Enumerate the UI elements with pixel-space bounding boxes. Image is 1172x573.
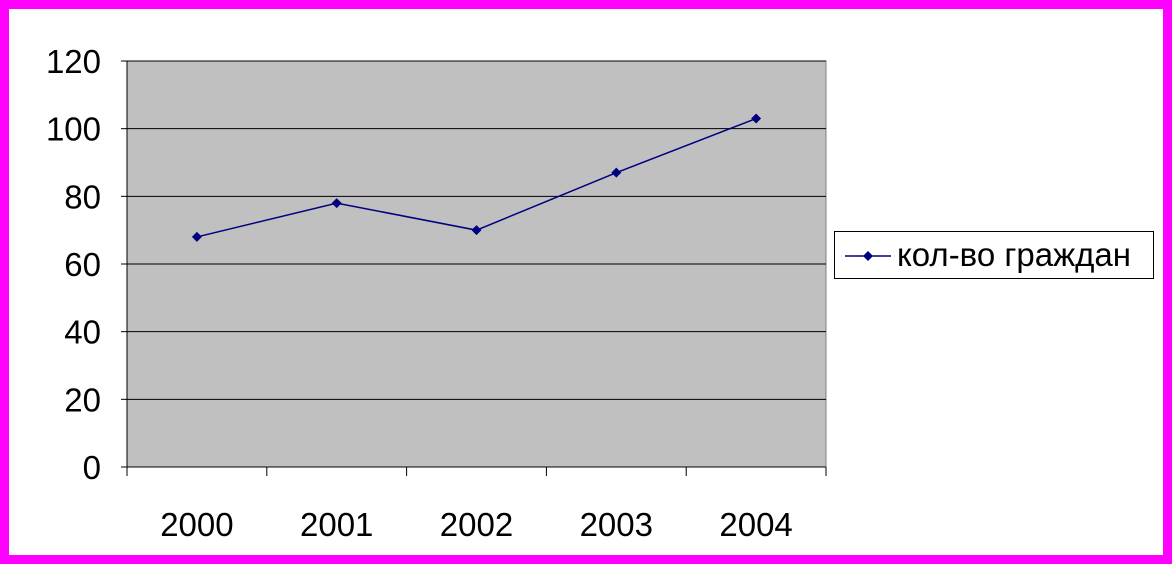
x-tick-label: 2003	[580, 506, 653, 543]
data-point-marker	[191, 231, 202, 242]
line-chart: 0 20 40 60 80 100 120 2000 2001 2002 2003 2004	[46, 43, 827, 543]
y-axis-tick-labels: 0 20 40 60 80 100 120	[46, 43, 101, 486]
y-tick-label: 60	[64, 246, 101, 283]
data-point-marker	[471, 225, 482, 236]
x-tick-label: 2000	[160, 506, 233, 543]
series-group	[191, 113, 762, 242]
y-tick-label: 20	[64, 381, 101, 418]
y-tick-label: 80	[64, 178, 101, 215]
x-tick-label: 2002	[440, 506, 513, 543]
legend-label: кол-во граждан	[897, 236, 1132, 273]
x-axis-tick-labels: 2000 2001 2002 2003 2004	[160, 506, 793, 543]
y-tick-label: 120	[46, 43, 101, 80]
y-tick-label: 40	[64, 314, 101, 351]
data-point-marker	[331, 198, 342, 209]
y-tick-label: 100	[46, 111, 101, 148]
axes	[121, 60, 827, 476]
gridlines	[127, 60, 826, 400]
legend-marker-icon	[845, 251, 891, 261]
x-tick-label: 2001	[300, 506, 373, 543]
y-tick-label: 0	[83, 449, 101, 486]
x-tick-label: 2004	[719, 506, 792, 543]
data-point-marker	[611, 167, 622, 178]
legend: кол-во граждан	[834, 231, 1154, 279]
data-point-marker	[751, 113, 762, 124]
